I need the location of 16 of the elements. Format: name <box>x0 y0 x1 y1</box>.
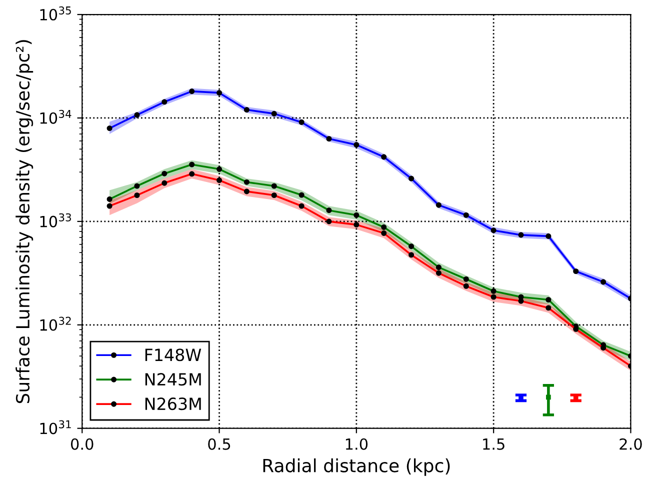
y-axis-title: Surface Luminosity density (erg/sec/pc²) <box>16 40 34 404</box>
x-tick-label: 1.0 <box>346 438 368 450</box>
legend-label: N245M <box>145 373 201 386</box>
y-tick-label: 10$^{34}$ <box>40 110 72 124</box>
y-tick-label: 10$^{31}$ <box>40 420 71 434</box>
point <box>546 394 551 400</box>
x-tick-label: 0.0 <box>70 438 94 450</box>
legend-label: F148W <box>145 348 202 362</box>
x-tick-label: 0.5 <box>208 438 230 450</box>
y-tick-label: 10$^{32}$ <box>40 316 71 331</box>
legend-label: N263M <box>145 398 201 410</box>
x-axis-title: Radial distance (kpc) <box>263 458 450 476</box>
y-tick-label: 10$^{33}$ <box>40 213 71 228</box>
x-tick-label: 1.5 <box>483 438 504 450</box>
y-tick-label: 10$^{35}$ <box>40 6 71 20</box>
x-tick-label: 2.0 <box>620 438 642 450</box>
